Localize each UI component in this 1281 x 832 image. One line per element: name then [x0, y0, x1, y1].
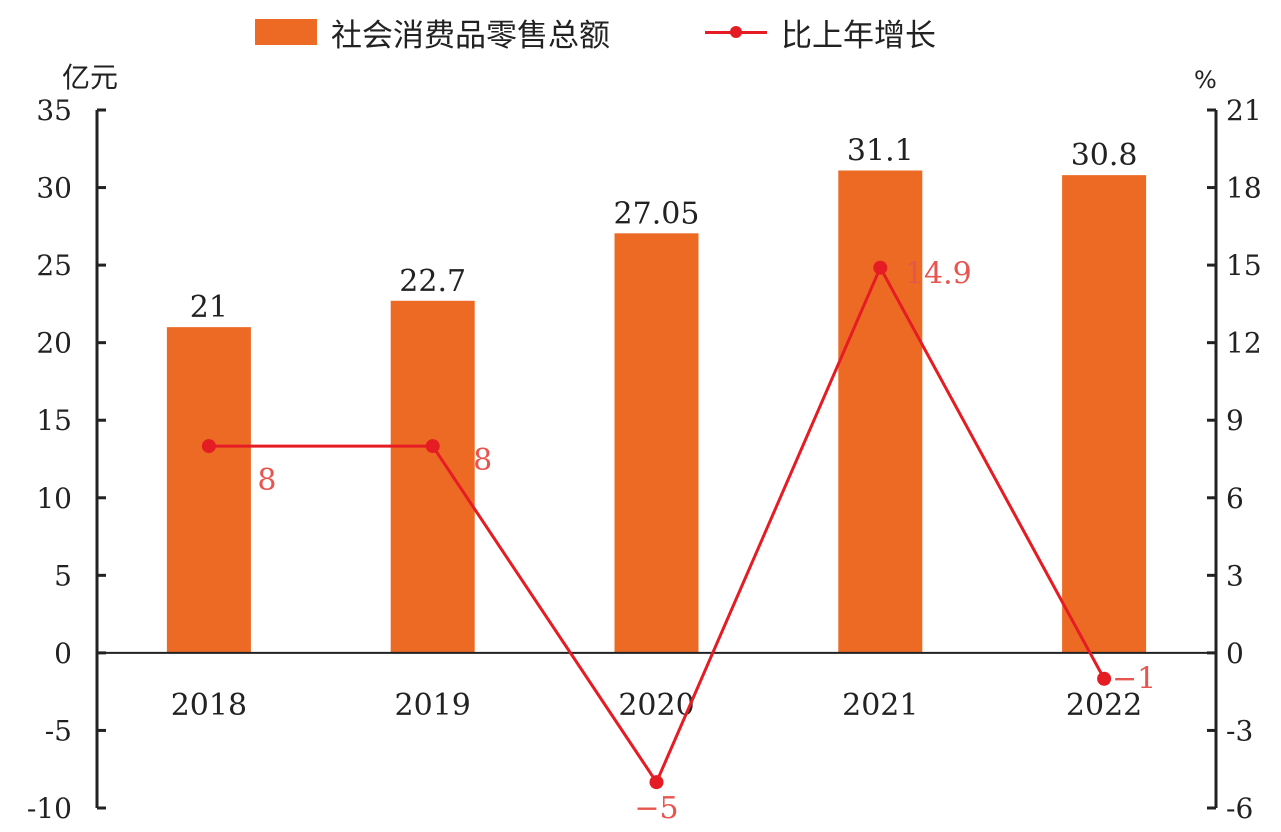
left-tick-label: 25 [36, 249, 72, 282]
right-tick-label: 18 [1226, 172, 1262, 205]
left-axis-unit: 亿元 [62, 61, 119, 94]
left-tick-label: 0 [54, 637, 72, 670]
right-tick-label: 0 [1226, 637, 1244, 670]
bar [1062, 175, 1147, 653]
legend-item-bar: 社会消费品零售总额 [255, 10, 610, 55]
left-tick-label: 35 [36, 94, 72, 127]
right-tick-label: 12 [1226, 327, 1262, 360]
right-tick-label: 21 [1226, 94, 1262, 127]
growth-value-label: −1 [1112, 662, 1156, 697]
bar-value-label: 31.1 [847, 133, 914, 168]
legend-bar-label: 社会消费品零售总额 [331, 17, 610, 54]
right-tick-label: -3 [1226, 714, 1253, 747]
legend-line-swatch [705, 19, 767, 45]
bar [614, 233, 699, 653]
bar-value-label: 30.8 [1071, 138, 1138, 173]
growth-point [873, 260, 888, 275]
right-tick-label: 3 [1226, 559, 1244, 592]
growth-value-label: 8 [473, 443, 492, 478]
bar [390, 300, 475, 653]
bar [166, 327, 251, 653]
legend-bar-swatch [255, 19, 317, 45]
right-axis-unit: % [1194, 66, 1217, 94]
bar-value-label: 21 [190, 290, 228, 325]
growth-point [201, 439, 216, 454]
growth-point [649, 775, 664, 790]
left-tick-label: 5 [54, 559, 72, 592]
left-tick-label: 30 [36, 172, 72, 205]
x-tick-label: 2019 [395, 688, 471, 723]
growth-value-label: −5 [634, 791, 678, 826]
left-tick-label: 20 [36, 327, 72, 360]
growth-value-label: 8 [257, 463, 276, 498]
left-tick-label: 10 [36, 482, 72, 515]
bar [838, 170, 923, 653]
right-tick-label: -6 [1226, 792, 1253, 825]
right-tick-label: 9 [1226, 404, 1244, 437]
right-tick-label: 15 [1226, 249, 1262, 282]
right-tick-label: 6 [1226, 482, 1244, 515]
growth-value-label: 14.9 [905, 257, 972, 292]
legend-item-line: 比上年增长 [705, 10, 936, 55]
bar-value-label: 27.05 [614, 196, 700, 231]
bar-value-label: 22.7 [399, 264, 466, 299]
left-tick-label: -5 [45, 714, 72, 747]
x-tick-label: 2022 [1066, 688, 1142, 723]
left-tick-label: -10 [27, 792, 72, 825]
legend-line-label: 比上年增长 [781, 17, 936, 54]
x-tick-label: 2021 [842, 688, 918, 723]
x-tick-label: 2020 [618, 688, 694, 723]
x-tick-label: 2018 [171, 688, 247, 723]
growth-point [1097, 671, 1112, 686]
left-tick-label: 15 [36, 404, 72, 437]
legend: 社会消费品零售总额 比上年增长 [255, 10, 1031, 55]
growth-point [425, 439, 440, 454]
